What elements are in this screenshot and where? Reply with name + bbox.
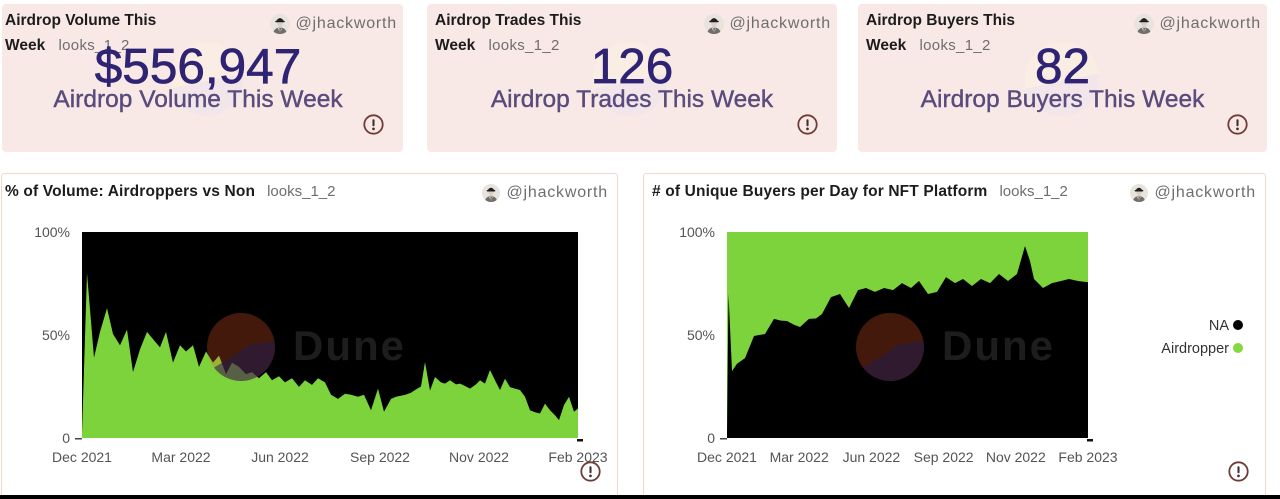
svg-text:Mar 2022: Mar 2022 [770, 449, 829, 465]
svg-text:Feb 2023: Feb 2023 [1058, 449, 1117, 465]
svg-text:Mar 2022: Mar 2022 [151, 449, 210, 465]
svg-text:Sep 2022: Sep 2022 [914, 449, 974, 465]
svg-text:0: 0 [707, 430, 715, 446]
svg-text:Jun 2022: Jun 2022 [251, 449, 309, 465]
svg-text:Airdropper: Airdropper [1161, 341, 1229, 357]
svg-text:100%: 100% [679, 224, 715, 240]
svg-text:Dec 2021: Dec 2021 [52, 449, 112, 465]
svg-text:Nov 2022: Nov 2022 [449, 449, 509, 465]
svg-text:Feb 2023: Feb 2023 [548, 449, 607, 465]
svg-text:Dec 2021: Dec 2021 [697, 449, 757, 465]
svg-text:100%: 100% [34, 224, 70, 240]
svg-text:NA: NA [1209, 318, 1229, 334]
svg-text:50%: 50% [687, 327, 715, 343]
svg-text:Dune: Dune [293, 322, 406, 369]
svg-text:Dune: Dune [942, 322, 1055, 369]
svg-text:Sep 2022: Sep 2022 [350, 449, 410, 465]
svg-text:Jun 2022: Jun 2022 [843, 449, 901, 465]
svg-text:0: 0 [62, 430, 70, 446]
svg-text:Nov 2022: Nov 2022 [986, 449, 1046, 465]
svg-text:50%: 50% [42, 327, 70, 343]
